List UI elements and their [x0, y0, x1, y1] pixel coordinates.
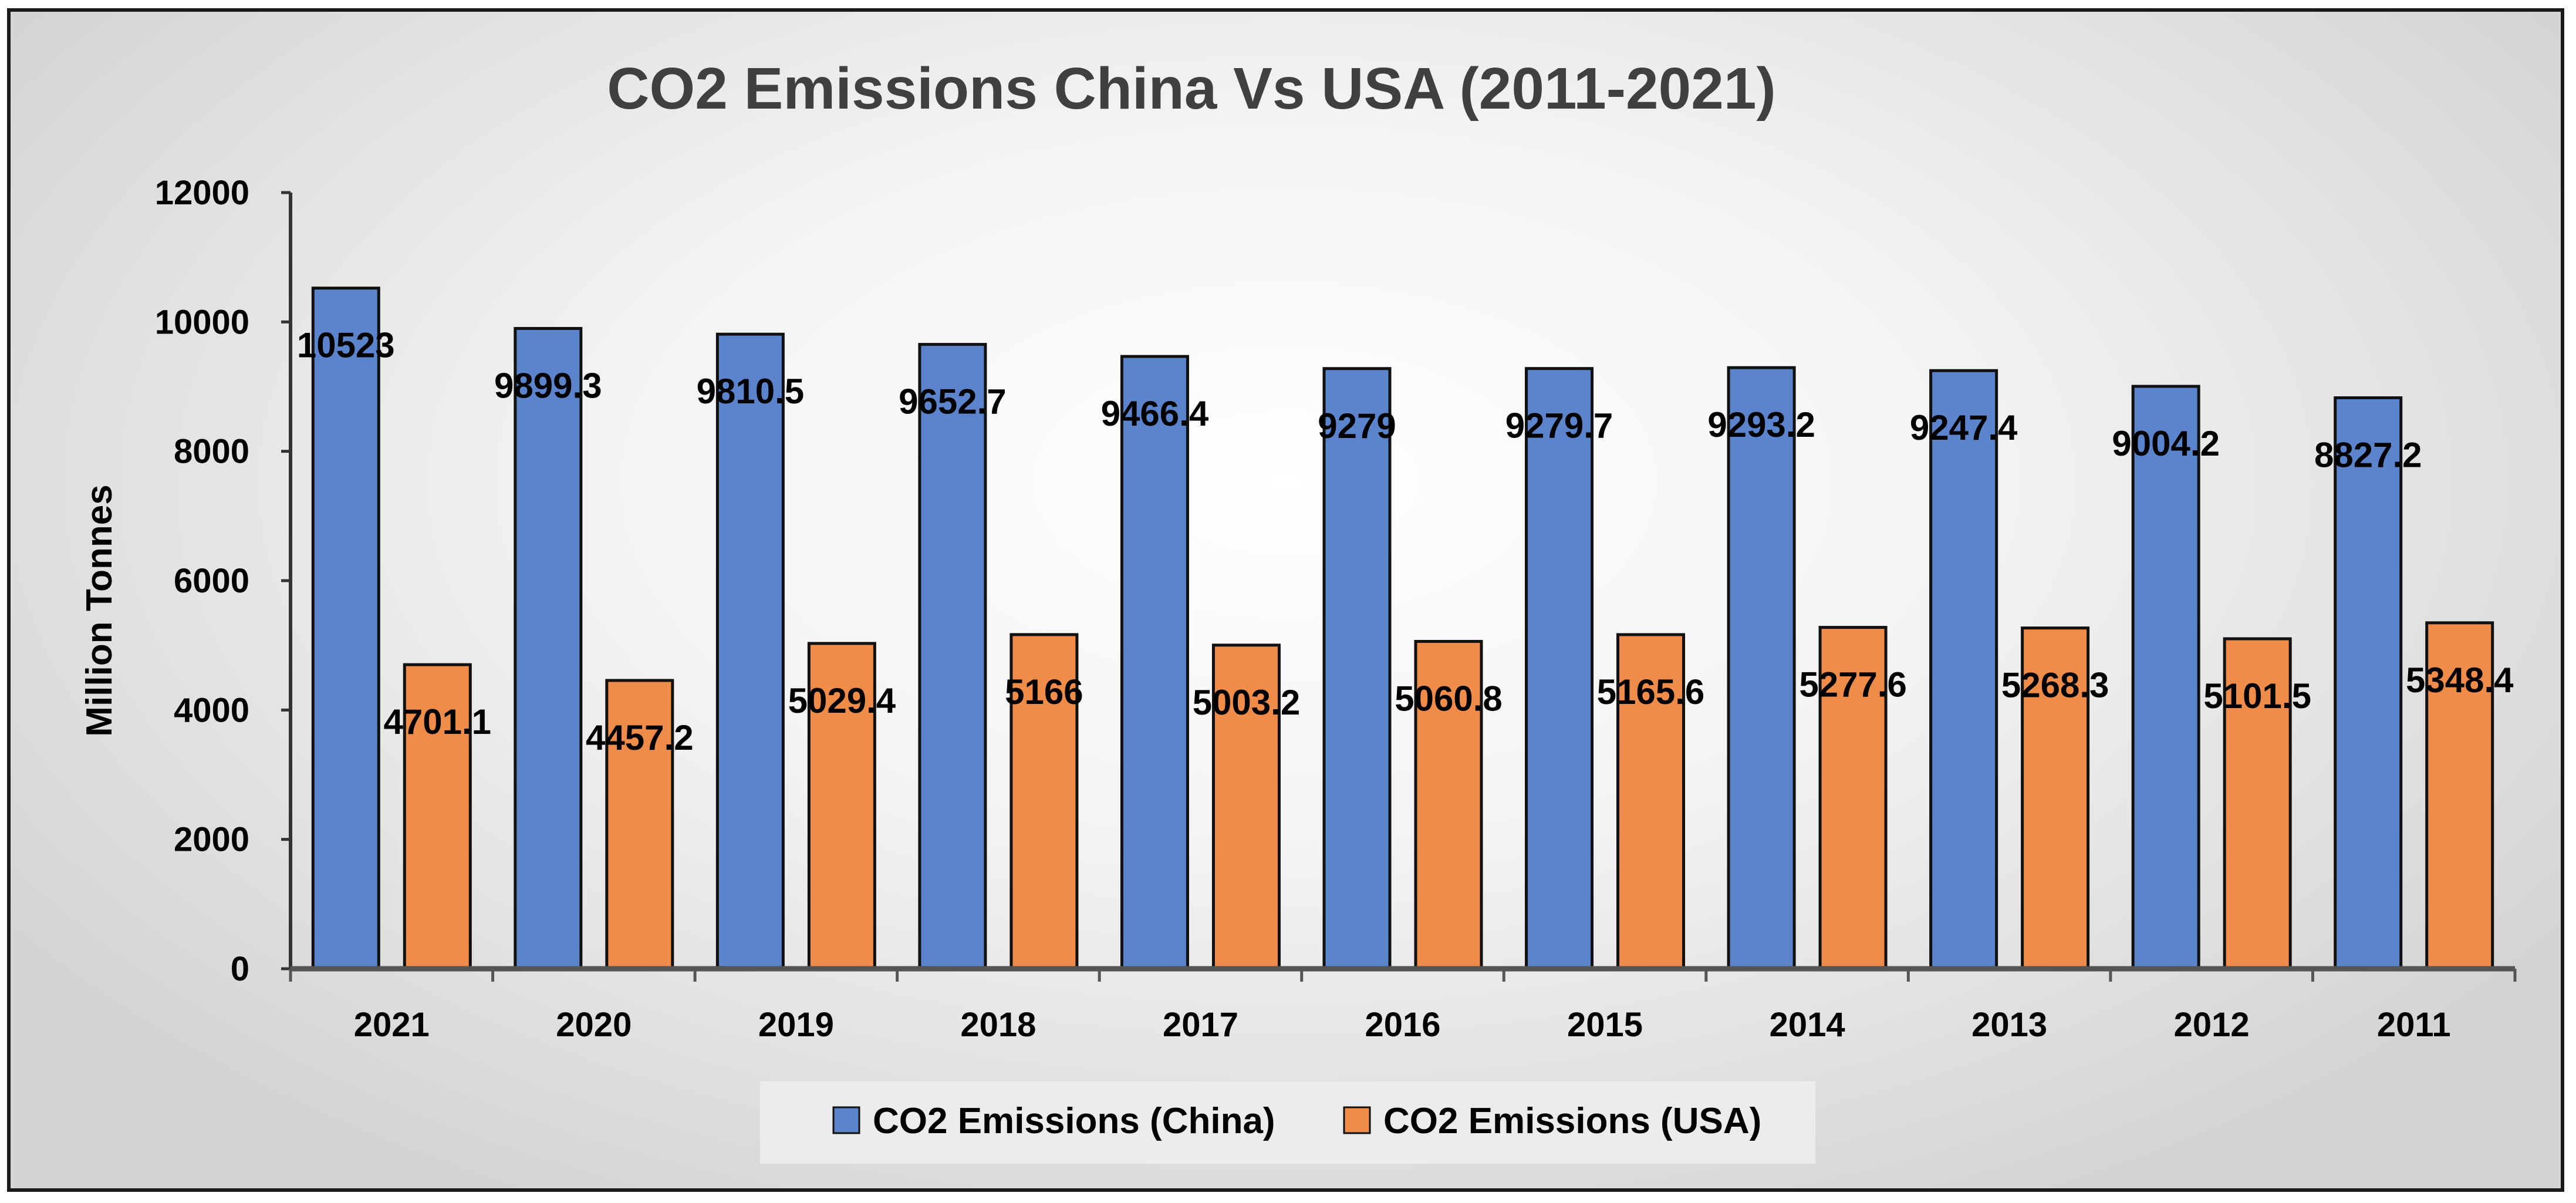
- data-label: 9652.7: [899, 382, 1007, 422]
- x-tick-label: 2020: [556, 1006, 632, 1044]
- bar-china[interactable]: [514, 326, 583, 971]
- bar-china[interactable]: [1120, 355, 1189, 971]
- data-label: 4457.2: [586, 718, 694, 757]
- bar-china[interactable]: [1727, 366, 1796, 971]
- y-tick-label: 8000: [174, 433, 249, 471]
- bar-china[interactable]: [311, 287, 380, 971]
- data-label: 5060.8: [1395, 679, 1503, 718]
- y-tick-label: 6000: [174, 562, 249, 600]
- plot-area: 0 2000 4000 6000 8000 10000 12000 10523 4701.1 20…: [155, 174, 2517, 1044]
- bar-china[interactable]: [1322, 367, 1392, 971]
- x-tick-label: 2021: [354, 1006, 430, 1044]
- bar-usa[interactable]: [2021, 626, 2090, 971]
- bar-usa[interactable]: [1414, 639, 1483, 971]
- legend-background: [760, 1081, 1815, 1164]
- data-label: 5277.6: [1799, 665, 1907, 705]
- legend-swatch-usa[interactable]: [1343, 1106, 1371, 1134]
- y-axis-label: Million Tonnes: [79, 484, 120, 736]
- bar-usa[interactable]: [1616, 633, 1686, 971]
- x-tick-label: 2016: [1365, 1006, 1440, 1044]
- x-tick-label: 2014: [1770, 1006, 1845, 1044]
- legend: CO2 Emissions (China) CO2 Emissions (USA): [760, 1081, 1815, 1164]
- legend-label-china[interactable]: CO2 Emissions (China): [873, 1101, 1275, 1141]
- y-tick-label: 4000: [174, 691, 249, 729]
- y-tick-label: 0: [231, 950, 249, 988]
- bar-china[interactable]: [918, 343, 987, 971]
- bar-china[interactable]: [1929, 369, 1998, 971]
- data-label: 9247.4: [1910, 408, 2018, 447]
- data-label: 9004.2: [2112, 424, 2220, 463]
- bar-china[interactable]: [2131, 385, 2200, 971]
- legend-swatch-china[interactable]: [832, 1106, 860, 1134]
- data-label: 4701.1: [384, 702, 492, 742]
- bar-usa[interactable]: [2425, 621, 2494, 971]
- x-tick-label: 2012: [2174, 1006, 2250, 1044]
- data-label: 9279.7: [1505, 406, 1613, 446]
- data-label: 9293.2: [1707, 405, 1815, 444]
- x-tick-label: 2015: [1567, 1006, 1643, 1044]
- y-tick-label: 2000: [174, 821, 249, 859]
- y-tick-label: 12000: [155, 174, 249, 212]
- x-tick-label: 2018: [960, 1006, 1036, 1044]
- data-label: 5101.5: [2203, 676, 2311, 716]
- data-label: 5166: [1005, 672, 1083, 712]
- bar-usa[interactable]: [1010, 633, 1079, 971]
- data-label: 10523: [297, 326, 395, 365]
- data-label: 9810.5: [697, 372, 805, 411]
- bar-usa[interactable]: [1818, 626, 1888, 971]
- data-label: 8827.2: [2314, 436, 2422, 475]
- bar-china[interactable]: [715, 332, 785, 971]
- data-label: 5029.4: [788, 681, 896, 720]
- data-label: 9466.4: [1101, 394, 1209, 433]
- x-tick-label: 2013: [1971, 1006, 2047, 1044]
- x-tick-label: 2019: [758, 1006, 834, 1044]
- bar-usa[interactable]: [807, 642, 876, 971]
- data-label: 5165.6: [1597, 672, 1705, 712]
- x-tick-label: 2011: [2377, 1006, 2451, 1044]
- data-label: 5003.2: [1193, 683, 1301, 722]
- bar-usa[interactable]: [2223, 637, 2292, 971]
- legend-label-usa[interactable]: CO2 Emissions (USA): [1383, 1101, 1761, 1141]
- chart-title: CO2 Emissions China Vs USA (2011-2021): [607, 56, 1776, 122]
- data-label: 5348.4: [2406, 661, 2514, 700]
- y-tick-label: 10000: [155, 303, 249, 341]
- bar-china[interactable]: [1525, 367, 1594, 971]
- data-label: 5268.3: [2001, 666, 2109, 705]
- x-tick-label: 2017: [1163, 1006, 1238, 1044]
- data-label: 9899.3: [494, 366, 602, 405]
- bar-china[interactable]: [2334, 396, 2403, 971]
- data-label: 9279: [1318, 406, 1396, 446]
